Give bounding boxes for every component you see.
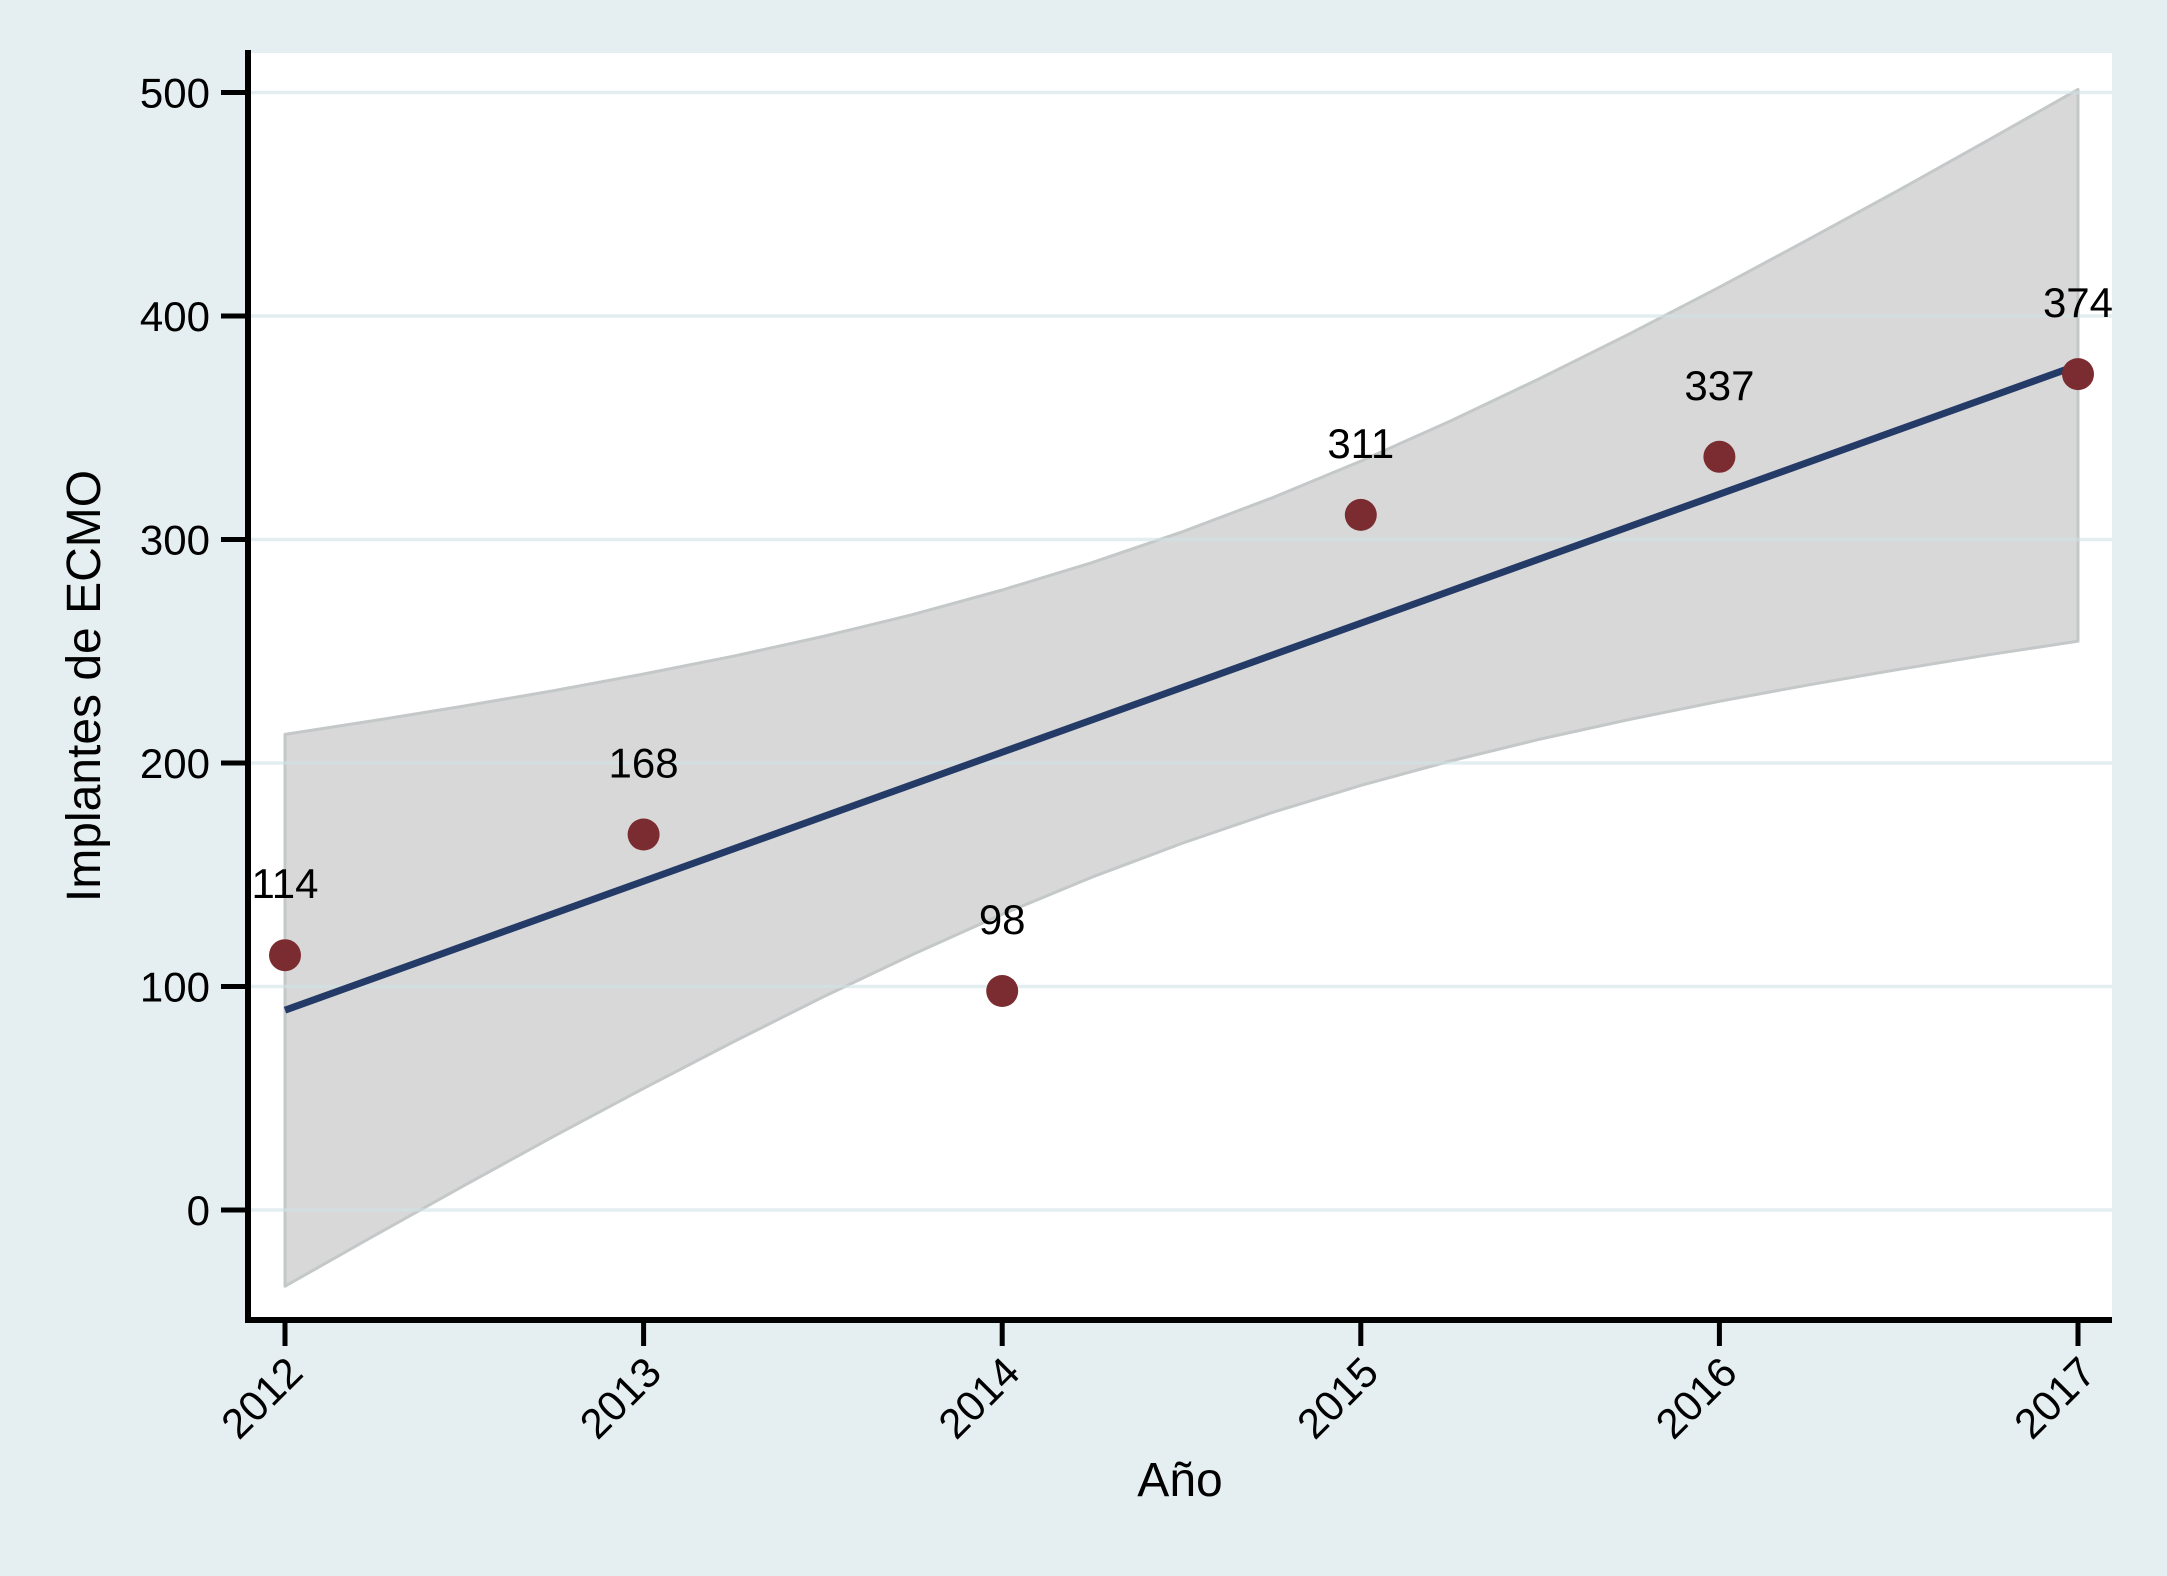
data-point-label-2016: 337	[1684, 362, 1754, 409]
data-point-2014	[986, 975, 1019, 1007]
data-point-label-2014: 98	[979, 896, 1026, 943]
data-point-2013	[627, 818, 660, 851]
y-tick-label-300: 300	[140, 517, 210, 564]
data-point-2015	[1344, 498, 1377, 531]
data-point-2012	[269, 939, 301, 972]
data-point-label-2017: 374	[2043, 279, 2113, 326]
data-point-label-2013: 168	[609, 740, 679, 787]
data-point-labels: 114 168 98 311 337 374	[252, 279, 2114, 943]
y-axis-ticks: 0 100 200 300 400 500	[140, 70, 248, 1234]
y-tick-label-400: 400	[140, 293, 210, 340]
gridlines	[248, 90, 2112, 1212]
y-axis-title: Implantes de ECMO	[58, 470, 111, 902]
y-tick-label-0: 0	[187, 1187, 210, 1234]
fit-line	[283, 361, 2080, 1014]
x-axis-title: Año	[1137, 1454, 1222, 1507]
data-point-2016	[1703, 440, 1736, 473]
y-tick-label-100: 100	[140, 964, 210, 1011]
data-point-label-2012: 114	[252, 860, 319, 907]
data-point-2017	[2062, 358, 2094, 391]
data-point-label-2015: 311	[1327, 420, 1394, 467]
y-tick-label-200: 200	[140, 740, 210, 787]
y-tick-label-500: 500	[140, 70, 210, 117]
data-points	[269, 358, 2094, 1007]
